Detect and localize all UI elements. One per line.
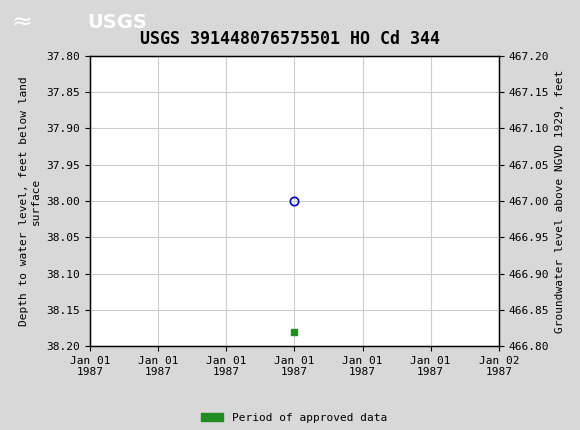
Text: USGS 391448076575501 HO Cd 344: USGS 391448076575501 HO Cd 344 <box>140 30 440 48</box>
Legend: Period of approved data: Period of approved data <box>197 409 392 428</box>
Y-axis label: Depth to water level, feet below land
surface: Depth to water level, feet below land su… <box>19 76 41 326</box>
Text: ≈: ≈ <box>12 11 32 34</box>
Y-axis label: Groundwater level above NGVD 1929, feet: Groundwater level above NGVD 1929, feet <box>554 69 564 333</box>
Text: USGS: USGS <box>87 13 147 32</box>
